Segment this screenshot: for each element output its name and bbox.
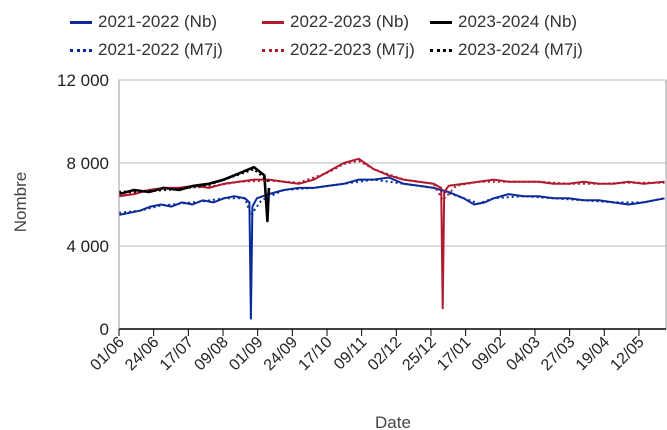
legend-swatch <box>430 48 452 52</box>
x-tick-label: 09/02 <box>469 334 509 374</box>
x-tick-label: 24/06 <box>122 334 162 374</box>
x-tick-label: 02/12 <box>365 334 405 374</box>
x-tick-label: 17/01 <box>434 334 474 374</box>
x-tick-label: 01/06 <box>87 334 127 374</box>
legend-item: 2022-2023 (Nb) <box>262 12 409 32</box>
legend-label: 2022-2023 (M7j) <box>290 40 415 59</box>
legend-label: 2023-2024 (M7j) <box>458 40 583 59</box>
legend-item: 2021-2022 (Nb) <box>70 12 217 32</box>
x-tick-label: 17/10 <box>295 334 335 374</box>
legend-label: 2022-2023 (Nb) <box>290 12 410 31</box>
legend-swatch <box>70 20 92 24</box>
y-tick-label: 0 <box>100 320 109 339</box>
x-tick-label: 01/09 <box>226 334 266 374</box>
series-line <box>118 167 270 194</box>
legend-swatch <box>430 20 452 24</box>
legend-item: 2023-2024 (M7j) <box>430 40 583 60</box>
x-tick-label: 09/08 <box>191 334 231 374</box>
x-tick-label: 24/09 <box>261 334 301 374</box>
x-tick-label: 25/12 <box>399 334 439 374</box>
x-tick-label: 09/11 <box>331 334 371 374</box>
legend-swatch <box>262 20 284 24</box>
series-line <box>118 159 665 202</box>
y-tick-label: 12 000 <box>57 71 109 90</box>
plot-frame <box>118 79 667 330</box>
legend-label: 2023-2024 (Nb) <box>458 12 578 31</box>
y-tick-label: 8 000 <box>66 154 109 173</box>
legend-item: 2021-2022 (M7j) <box>70 40 223 60</box>
legend-item: 2022-2023 (M7j) <box>262 40 415 60</box>
plot-area <box>118 79 667 330</box>
x-tick-label: 27/03 <box>538 334 578 374</box>
x-axis-title: Date <box>375 413 411 430</box>
y-axis-title: Nombre <box>11 172 30 232</box>
x-tick-label: 17/07 <box>157 334 197 374</box>
y-tick-label: 4 000 <box>66 237 109 256</box>
legend-label: 2021-2022 (Nb) <box>98 12 218 31</box>
x-tick-label: 12/05 <box>607 334 647 374</box>
x-tick-label: 19/04 <box>573 334 613 374</box>
x-tick-label: 04/03 <box>503 334 543 374</box>
legend-item: 2023-2024 (Nb) <box>430 12 577 32</box>
series-layer <box>118 157 665 320</box>
legend-swatch <box>70 48 92 52</box>
series-line <box>118 178 665 216</box>
legend-swatch <box>262 48 284 52</box>
legend-label: 2021-2022 (M7j) <box>98 40 223 59</box>
